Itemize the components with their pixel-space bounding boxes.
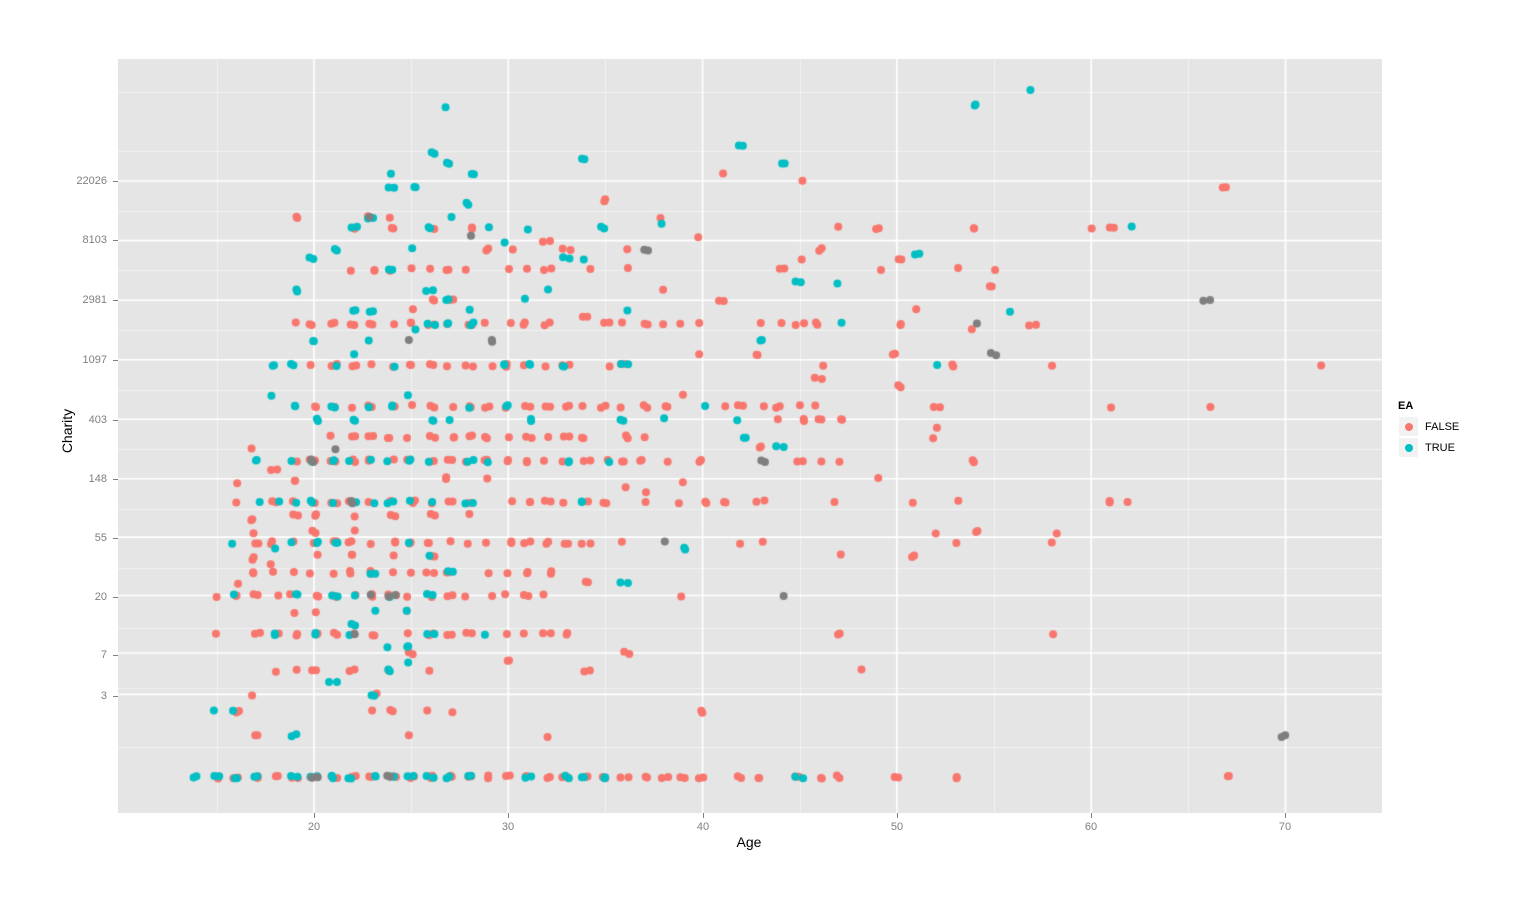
y-tick-mark [113, 300, 118, 301]
scatter-plot-area [118, 59, 1382, 813]
y-tick-label: 20 [94, 591, 107, 603]
y-tick-label: 8103 [82, 234, 107, 246]
x-tick-label: 50 [890, 821, 904, 833]
y-tick-label: 55 [94, 532, 107, 544]
legend: EA FALSE TRUE [1398, 400, 1459, 458]
legend-label: TRUE [1425, 441, 1455, 454]
y-tick-mark [113, 240, 118, 241]
x-tick-label: 40 [696, 821, 710, 833]
y-tick-label: 7 [100, 649, 107, 661]
y-axis-title: Charity [59, 408, 75, 454]
legend-label: FALSE [1425, 420, 1460, 433]
y-tick-mark [113, 479, 118, 480]
y-tick-mark [113, 696, 118, 697]
y-tick-label: 22026 [76, 175, 107, 187]
y-tick-label: 3 [100, 690, 107, 702]
y-tick-mark [113, 597, 118, 598]
dot-icon [1404, 422, 1413, 431]
y-tick-mark [113, 655, 118, 656]
y-tick-label: 148 [88, 473, 107, 485]
dot-icon [1404, 443, 1413, 452]
x-tick-mark [703, 813, 704, 818]
y-tick-label: 403 [88, 414, 107, 426]
x-tick-mark [508, 813, 509, 818]
y-tick-mark [113, 538, 118, 539]
legend-title: EA [1398, 400, 1414, 412]
y-tick-mark [113, 181, 118, 182]
x-tick-label: 60 [1084, 821, 1098, 833]
x-tick-mark [897, 813, 898, 818]
legend-key [1398, 437, 1419, 458]
legend-item-true: TRUE [1398, 437, 1459, 458]
y-tick-label: 1097 [82, 354, 107, 366]
x-tick-mark [1091, 813, 1092, 818]
y-tick-mark [113, 360, 118, 361]
x-tick-mark [314, 813, 315, 818]
y-tick-mark [113, 420, 118, 421]
x-tick-label: 30 [501, 821, 515, 833]
legend-item-false: FALSE [1398, 416, 1459, 437]
x-tick-mark [1285, 813, 1286, 818]
x-tick-label: 20 [307, 821, 321, 833]
y-tick-label: 2981 [82, 294, 107, 306]
legend-key [1398, 416, 1419, 437]
x-axis-title: Age [736, 834, 762, 850]
x-tick-label: 70 [1278, 821, 1292, 833]
